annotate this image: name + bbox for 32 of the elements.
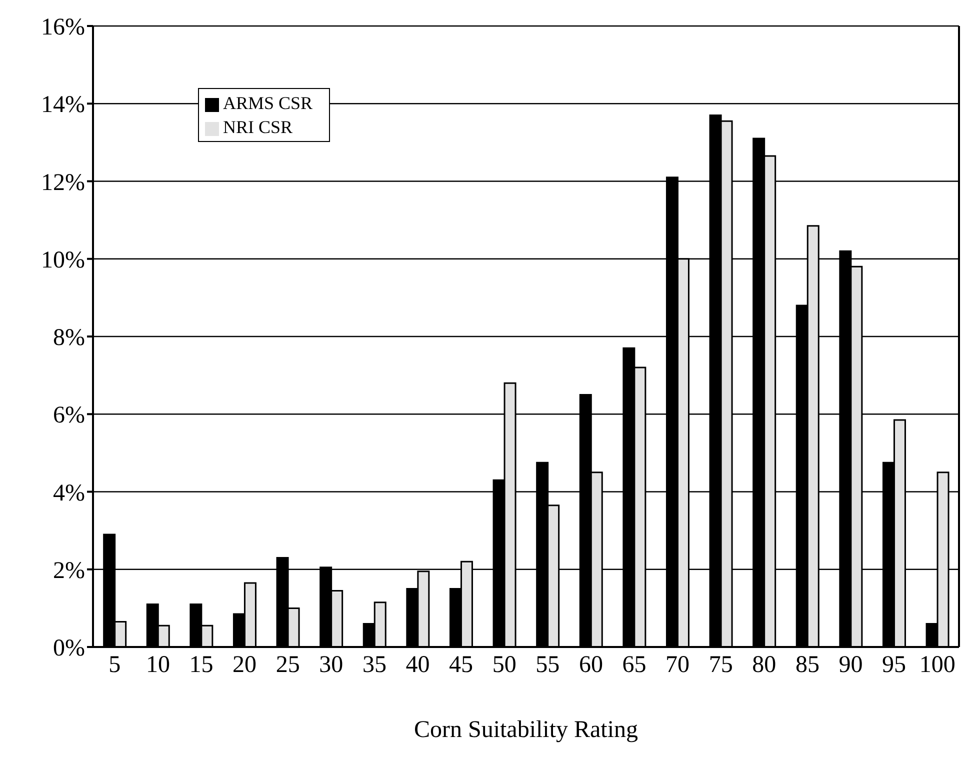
y-tick-label: 0% (53, 636, 85, 662)
x-tick-label: 65 (622, 652, 646, 678)
x-tick-label: 80 (752, 652, 776, 678)
y-tick-label: 6% (53, 402, 85, 429)
x-tick-label: 60 (578, 652, 603, 678)
x-tick-label: 70 (666, 652, 690, 678)
x-tick-label: 45 (449, 652, 474, 678)
y-tick-label: 12% (41, 170, 85, 196)
x-tick-label: 55 (536, 652, 560, 678)
y-tick-label: 14% (41, 92, 85, 118)
x-tick-label: 5 (108, 652, 121, 678)
y-tick-label: 4% (53, 480, 85, 506)
y-tick-label: 10% (41, 247, 85, 274)
x-tick-label: 95 (882, 652, 906, 678)
legend-label: ARMS CSR (223, 93, 313, 113)
x-tick-label: 90 (838, 652, 863, 678)
x-tick-label: 35 (362, 652, 386, 678)
y-tick-label: 2% (53, 558, 85, 584)
x-tick-label: 85 (795, 652, 820, 678)
x-axis-title: Corn Suitability Rating (414, 717, 638, 743)
x-tick-label: 100 (919, 652, 956, 678)
x-tick-label: 50 (492, 652, 516, 678)
x-tick-label: 20 (232, 652, 257, 678)
x-tick-label: 15 (189, 652, 214, 678)
x-tick-label: 75 (708, 652, 733, 678)
x-tick-label: 40 (406, 652, 430, 678)
x-tick-label: 25 (276, 652, 300, 678)
legend-label: NRI CSR (223, 117, 293, 137)
y-tick-label: 16% (41, 14, 85, 41)
x-tick-label: 30 (319, 652, 344, 678)
x-tick-label: 10 (146, 652, 170, 678)
y-tick-label: 8% (53, 325, 85, 352)
